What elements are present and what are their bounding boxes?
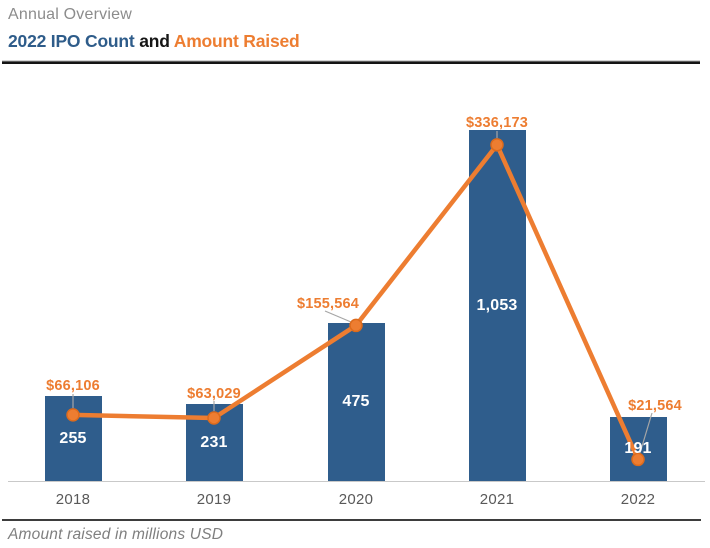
x-axis-label-2020: 2020 xyxy=(338,491,374,508)
bar-2021 xyxy=(468,130,526,481)
chart-eyebrow: Annual Overview xyxy=(8,6,132,23)
bar-2019 xyxy=(185,404,243,481)
label-leader-line-2020 xyxy=(324,310,352,323)
chart-footnote: Amount raised in millions USD xyxy=(8,526,224,543)
footer-divider-rule xyxy=(2,519,701,521)
x-axis-label-2021: 2021 xyxy=(479,491,515,508)
x-axis-line xyxy=(8,481,705,482)
amount-label-2022: $21,564 xyxy=(628,398,682,414)
x-axis-label-2019: 2019 xyxy=(196,491,232,508)
bar-2020 xyxy=(327,322,385,481)
chart-title: 2022 IPO Count and Amount Raised xyxy=(8,31,300,52)
amount-label-2019: $63,029 xyxy=(187,386,241,402)
title-divider-rule xyxy=(2,60,700,64)
chart-title-and-part: and xyxy=(139,31,170,51)
x-axis-label-2022: 2022 xyxy=(620,491,656,508)
x-axis-label-2018: 2018 xyxy=(55,491,91,508)
amount-label-2021: $336,173 xyxy=(466,115,528,131)
bar-2022 xyxy=(609,417,667,481)
amount-label-2018: $66,106 xyxy=(46,378,100,394)
amount-label-2020: $155,564 xyxy=(297,296,359,312)
bar-2018 xyxy=(44,396,102,481)
chart-title-count-part: 2022 IPO Count xyxy=(8,31,135,51)
chart-title-amount-part: Amount Raised xyxy=(173,31,300,51)
